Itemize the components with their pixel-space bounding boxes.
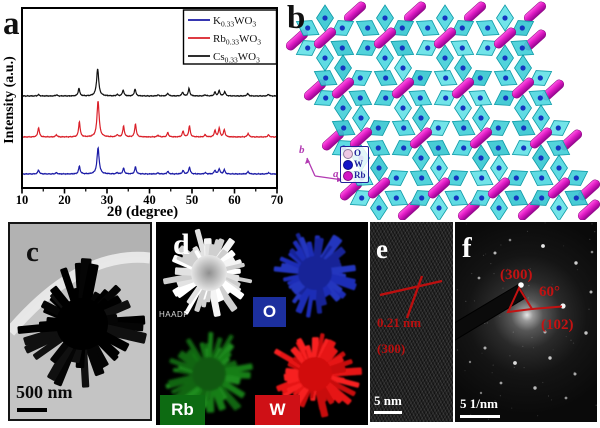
x-tick-label: 50: [186, 193, 199, 207]
x-tick-label: 30: [101, 193, 114, 207]
rubidium-atom-icon: [343, 170, 353, 181]
crystal-structure-drawing: [285, 1, 600, 220]
panel-label-f: f: [462, 232, 472, 264]
xrd-curve-K0.33WO3: [21, 146, 278, 176]
crystal-axis-b-label: b: [299, 144, 305, 156]
panel-label-e: e: [376, 234, 388, 264]
x-tick-label: 20: [58, 193, 71, 207]
saed-drawing: [455, 222, 597, 420]
panel-label-d: d: [173, 228, 190, 261]
diffraction-plane-300-label: (300): [500, 267, 533, 283]
tungsten-map-urchin: [274, 333, 362, 418]
scale-bar-label: 500 nm: [16, 382, 73, 402]
oxygen-map-urchin: [273, 232, 357, 318]
diffraction-angle-label: 60°: [539, 284, 560, 300]
crystal-legend-label: O: [354, 148, 362, 158]
haadf-label: HAADF: [159, 310, 189, 319]
xrd-y-axis-label: Intensity (a.u.): [2, 56, 17, 144]
scale-bar-label: 5 nm: [374, 393, 402, 408]
panel-e-hrtem: e 0.21 nm (300) 5 nm: [370, 222, 453, 422]
x-tick-label: 70: [271, 193, 284, 207]
crystal-legend-label: Rb: [354, 170, 366, 180]
xrd-plot: 10 20 30 40 50 60 70 K0.33WO3 Rb0.33WO3 Cs0.33WO3: [16, 7, 284, 207]
lattice-spacing-value: 0.21 nm: [377, 315, 422, 330]
lattice-spacing-marker: [379, 279, 443, 297]
xrd-curve-Rb0.33WO3: [21, 101, 278, 139]
scale-bar: [17, 408, 47, 412]
lattice-plane-label: (300): [377, 341, 406, 356]
scale-bar-label: 5 1/nm: [460, 396, 498, 411]
element-badge-Rb: Rb: [160, 395, 205, 425]
crystal-legend-label: W: [354, 159, 363, 169]
lattice-spacing-marker: [405, 275, 424, 319]
crystal-legend-row-Rb: Rb: [341, 170, 368, 181]
x-tick-label: 40: [143, 193, 156, 207]
panel-c-tem-image: c 500 nm: [8, 222, 152, 421]
xrd-legend-label: Cs0.33WO3: [213, 51, 260, 65]
panel-a-xrd: a 10 20 30 40 50 60 70 K0.33WO3 Rb0.33WO3 Cs0.33W…: [0, 0, 285, 220]
panel-d-eds-maps: d HAADF O Rb W: [156, 222, 368, 425]
scale-bar: [460, 415, 500, 418]
x-tick-label: 60: [228, 193, 241, 207]
panel-label-a: a: [3, 6, 20, 42]
tungsten-atom-icon: [343, 159, 353, 170]
element-badge-O: O: [253, 297, 286, 327]
panel-label-b: b: [287, 0, 306, 36]
x-tick-label: 10: [16, 193, 29, 207]
xrd-legend-label: K0.33WO3: [213, 15, 256, 29]
panel-b-crystal-structure: b b a O W Rb: [285, 0, 600, 220]
haadf-urchin: [163, 228, 253, 317]
eds-maps-drawing: [156, 222, 368, 425]
xrd-curve-Cs0.33WO3: [21, 68, 278, 98]
rubidium-map-urchin: [165, 332, 253, 417]
crystal-legend-row-O: O: [341, 148, 368, 159]
element-badge-W: W: [255, 395, 300, 425]
panel-label-c: c: [26, 236, 39, 268]
tem-urchin-drawing: [10, 224, 150, 419]
crystal-axis-a-label: a: [333, 168, 339, 180]
diffraction-plane-102-label: (102): [541, 317, 574, 333]
xrd-legend-label: Rb0.33WO3: [213, 33, 261, 47]
crystal-legend: O W Rb: [340, 146, 369, 183]
scale-bar: [374, 411, 402, 414]
hrtem-annotation-drawing: [379, 275, 443, 319]
panel-f-saed: f (300) 60° (102) 5 1/nm: [455, 222, 597, 422]
crystal-legend-row-W: W: [341, 159, 368, 170]
oxygen-atom-icon: [343, 148, 353, 159]
beam-stopper: [455, 284, 527, 343]
xrd-x-axis-label: 2θ (degree): [106, 204, 179, 220]
tem-urchin: [17, 258, 147, 388]
